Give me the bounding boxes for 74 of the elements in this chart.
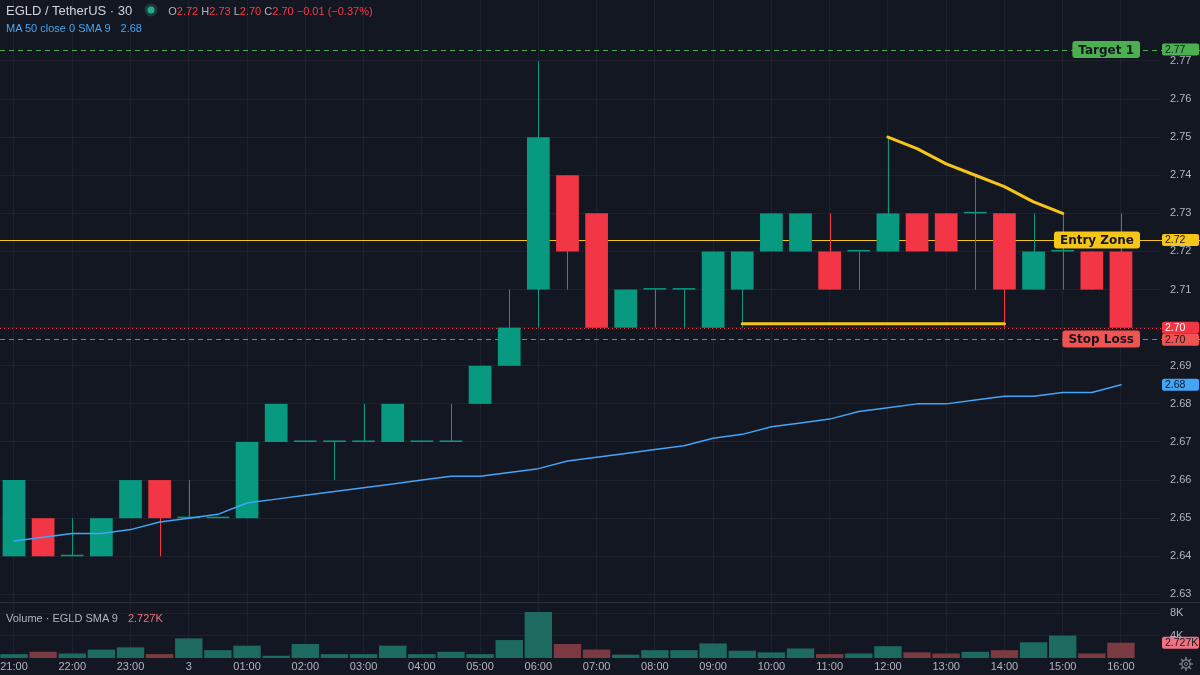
y-tick-label: 2.67 (1170, 435, 1192, 448)
ref-line-label: Target 1 (1078, 42, 1134, 57)
x-tick-label: 09:00 (699, 659, 727, 672)
text: Volume · EGLD SMA 9 (6, 612, 118, 624)
bar (175, 638, 203, 658)
candlestick (352, 403, 375, 443)
y-tick-label: 2.73 (1170, 206, 1192, 219)
x-tick-label: 22:00 (58, 659, 87, 672)
x-tick-label: 06:00 (524, 659, 553, 672)
bar (874, 646, 902, 658)
bar (29, 651, 57, 658)
y-tick-label: 2.68 (1170, 396, 1192, 409)
bar (990, 650, 1019, 658)
x-tick-label: 03:00 (349, 659, 378, 672)
chart-title: EGLD / TetherUS · 30 (6, 3, 133, 18)
ref-line-label: Entry Zone (1059, 233, 1134, 248)
x-tick-label: 11:00 (816, 659, 844, 672)
candlestick (643, 288, 667, 329)
x-tick-label: 10:00 (757, 659, 786, 672)
x-tick-label: 07:00 (582, 659, 611, 672)
bar (320, 654, 349, 658)
annotation: 2.70 (1165, 333, 1186, 346)
bar (379, 645, 407, 658)
bar (87, 649, 116, 658)
x-tick-label: 16:00 (1107, 659, 1135, 672)
candlestick (323, 440, 346, 481)
y-tick-label: 2.66 (1170, 473, 1192, 486)
bar (495, 640, 523, 658)
x-tick-label: 23:00 (116, 659, 145, 672)
x-tick-label: 21:00 (0, 659, 28, 672)
y-tick-label: 2.76 (1170, 92, 1192, 105)
y-tick-label: 2.71 (1170, 282, 1192, 295)
ref-line-label: Stop Loss (1068, 332, 1135, 347)
annotation: 2.70 (1165, 321, 1186, 334)
bar (349, 654, 378, 658)
y-tick-label: 2.74 (1170, 168, 1192, 181)
candlestick (439, 403, 463, 443)
bar (728, 650, 756, 658)
bar (582, 649, 611, 658)
x-tick-label: 15:00 (1048, 659, 1077, 672)
y-tick-label: 2.63 (1170, 587, 1192, 600)
x-tick-label: 13:00 (932, 659, 960, 672)
bar (1049, 635, 1077, 658)
bar (116, 647, 145, 658)
y-tick-label: 2.75 (1170, 130, 1192, 143)
y-tick-label: 2.69 (1170, 358, 1192, 371)
text: MA 50 close 0 SMA 9 (6, 22, 111, 34)
y-tick-label: 8K (1170, 606, 1185, 619)
bar (757, 652, 786, 658)
x-tick-label: 12:00 (874, 659, 902, 672)
x-tick-label: 08:00 (641, 659, 669, 672)
x-tick-label: 3 (185, 659, 192, 672)
bar (291, 643, 319, 658)
x-tick-label: 01:00 (233, 659, 261, 672)
text: O2.72 H2.73 L2.70 C2.70 −0.01 (−0.37%) (168, 5, 373, 17)
annotation: 2.727K (127, 612, 163, 624)
y-tick-label: 2.64 (1170, 549, 1192, 562)
y-tick-label: 2.77 (1170, 53, 1192, 66)
x-tick-label: 02:00 (291, 659, 320, 672)
y-tick-label: 2.72 (1170, 244, 1192, 257)
bar (815, 654, 844, 658)
bar (553, 643, 582, 658)
bar (1019, 642, 1048, 658)
y-tick-label: 2.65 (1170, 511, 1192, 524)
candlestick (672, 288, 696, 329)
bar (0, 654, 28, 658)
x-tick-label: 05:00 (466, 659, 494, 672)
bar (961, 651, 989, 658)
x-tick-label: 14:00 (990, 659, 1019, 672)
bar (786, 648, 815, 658)
bar (145, 654, 174, 658)
annotation: 2.68 (120, 22, 142, 34)
x-tick-label: 04:00 (408, 659, 436, 672)
bar (524, 611, 553, 658)
